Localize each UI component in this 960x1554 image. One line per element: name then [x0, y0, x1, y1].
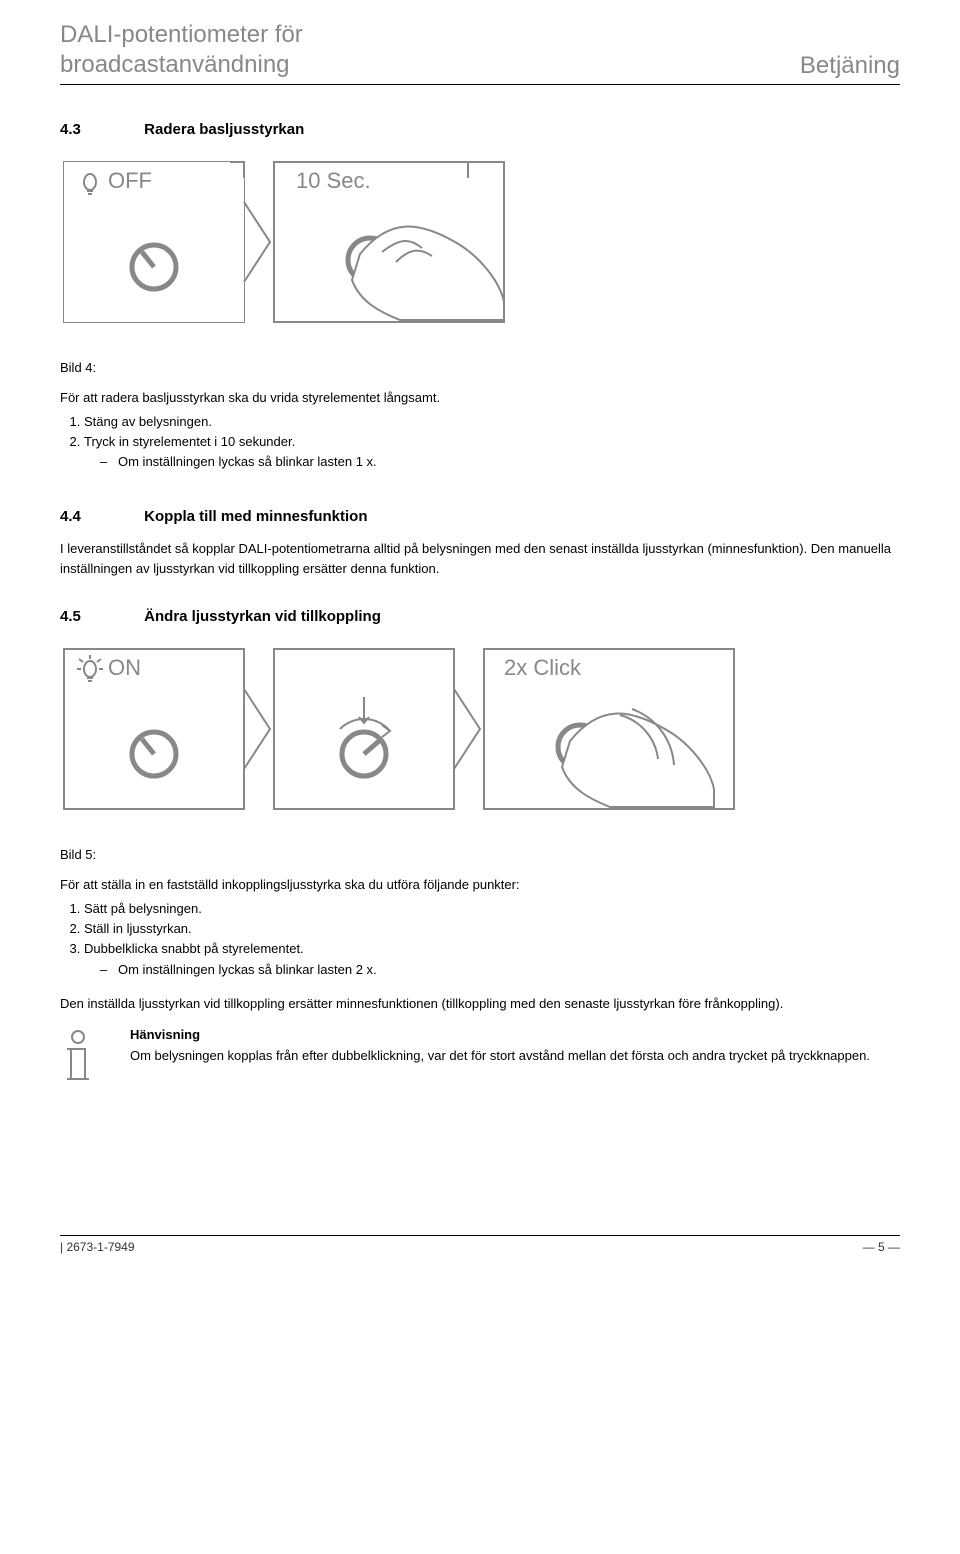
footer-page-number: — 5 — — [863, 1240, 900, 1254]
heading-4-3-num: 4.3 — [60, 121, 140, 138]
header-title-line2: broadcastanvändning — [60, 51, 290, 78]
figure-4-caption: Bild 4: — [60, 360, 900, 375]
hint-title: Hänvisning — [130, 1027, 900, 1042]
figure-4-off-label: OFF — [108, 168, 152, 193]
header-title: DALI-potentiometer för broadcastanvändni… — [60, 20, 303, 80]
hint-box: Hänvisning Om belysningen kopplas från e… — [60, 1027, 900, 1085]
figure-4: OFF 10 Sec. — [60, 152, 900, 332]
list-item: Sätt på belysningen. — [84, 899, 900, 919]
list-item: Om inställningen lyckas så blinkar laste… — [100, 452, 900, 472]
section-4-4-para: I leveranstillståndet så kopplar DALI-po… — [60, 539, 900, 578]
section-4-5-steps: Sätt på belysningen. Ställ in ljusstyrka… — [84, 899, 900, 959]
heading-4-5: 4.5 Ändra ljusstyrkan vid tillkoppling — [60, 608, 900, 625]
figure-5: ON 2x Click — [60, 639, 900, 819]
section-4-5-intro: För att ställa in en fastställd inkoppli… — [60, 876, 900, 895]
section-4-5-sublist: Om inställningen lyckas så blinkar laste… — [100, 960, 900, 980]
figure-4-time-label: 10 Sec. — [296, 168, 371, 193]
section-4-3-sublist: Om inställningen lyckas så blinkar laste… — [100, 452, 900, 472]
header-title-line1: DALI-potentiometer för — [60, 21, 303, 48]
footer-doc-id: | 2673-1-7949 — [60, 1240, 135, 1254]
page-footer: | 2673-1-7949 — 5 — — [60, 1235, 900, 1254]
section-4-3-intro: För att radera basljusstyrkan ska du vri… — [60, 389, 900, 408]
figure-4-svg: OFF 10 Sec. — [60, 152, 520, 332]
figure-5-on-label: ON — [108, 655, 141, 680]
hint-body: Hänvisning Om belysningen kopplas från e… — [130, 1027, 900, 1066]
list-item: Stäng av belysningen. — [84, 412, 900, 432]
heading-4-4-num: 4.4 — [60, 508, 140, 525]
hint-text: Om belysningen kopplas från efter dubbel… — [130, 1046, 900, 1066]
section-4-3-steps: Stäng av belysningen. Tryck in styreleme… — [84, 412, 900, 452]
page-header: DALI-potentiometer för broadcastanvändni… — [60, 20, 900, 85]
list-item: Dubbelklicka snabbt på styrelementet. — [84, 939, 900, 959]
figure-5-caption: Bild 5: — [60, 847, 900, 862]
heading-4-4-title: Koppla till med minnesfunktion — [144, 508, 367, 525]
heading-4-5-num: 4.5 — [60, 608, 140, 625]
info-icon — [60, 1029, 100, 1085]
heading-4-5-title: Ändra ljusstyrkan vid tillkoppling — [144, 608, 381, 625]
section-4-5-after: Den inställda ljusstyrkan vid tillkoppli… — [60, 994, 900, 1014]
heading-4-3-title: Radera basljusstyrkan — [144, 121, 304, 138]
heading-4-3: 4.3 Radera basljusstyrkan — [60, 121, 900, 138]
header-section: Betjäning — [800, 52, 900, 80]
list-item: Om inställningen lyckas så blinkar laste… — [100, 960, 900, 980]
list-item: Tryck in styrelementet i 10 sekunder. — [84, 432, 900, 452]
figure-5-click-label: 2x Click — [504, 655, 582, 680]
figure-5-svg: ON 2x Click — [60, 639, 760, 819]
list-item: Ställ in ljusstyrkan. — [84, 919, 900, 939]
heading-4-4: 4.4 Koppla till med minnesfunktion — [60, 508, 900, 525]
